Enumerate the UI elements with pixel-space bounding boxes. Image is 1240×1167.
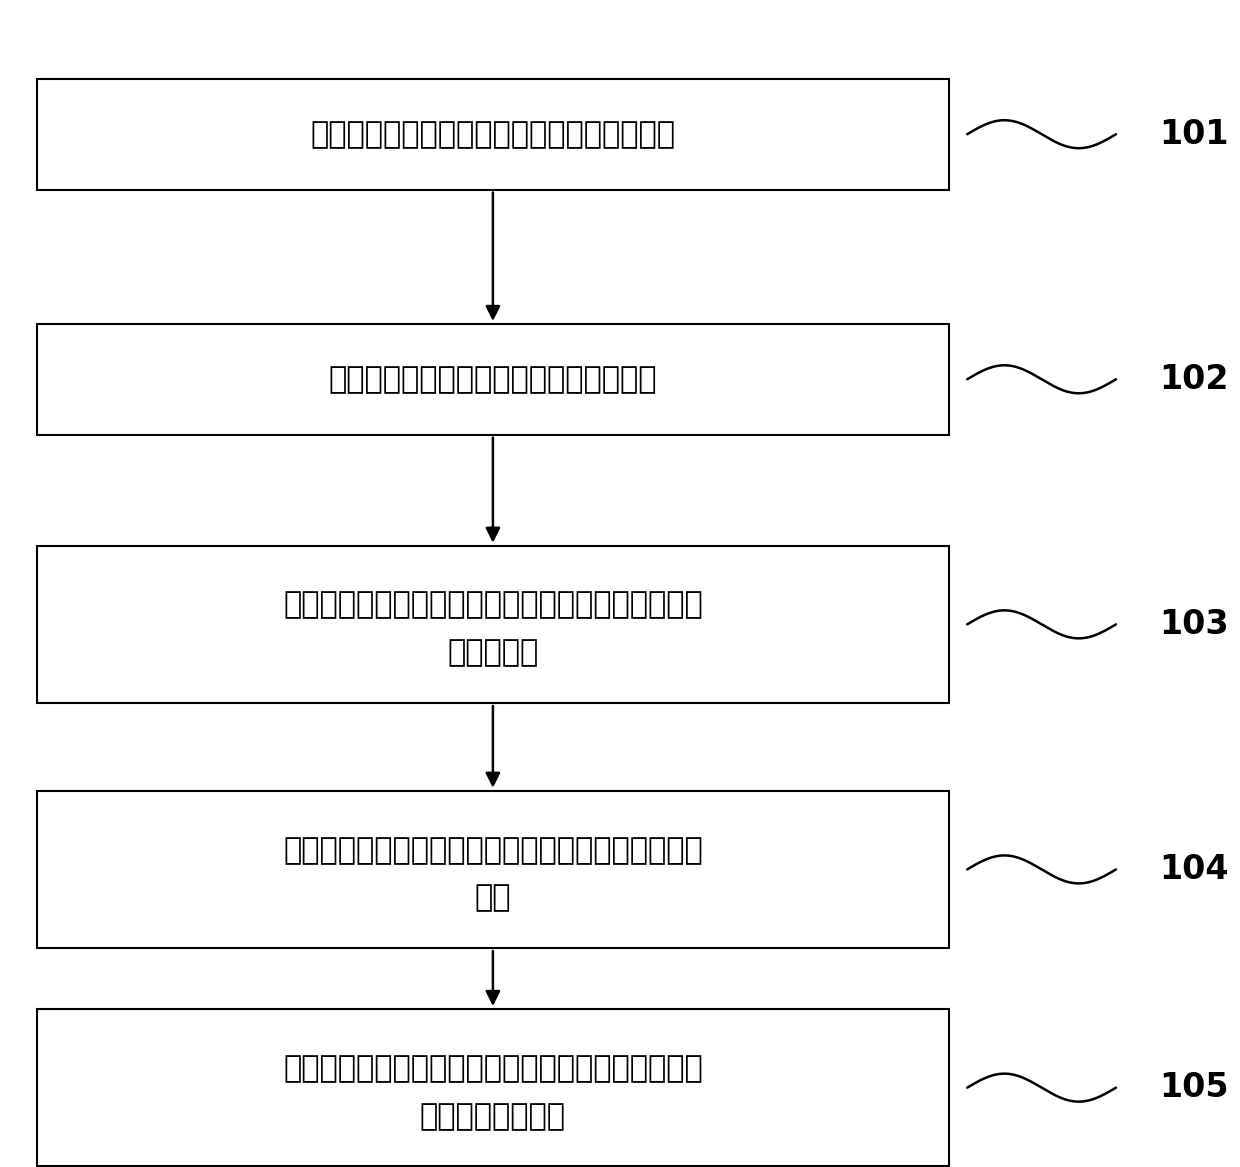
Bar — [37, 545, 949, 703]
Text: 工作流引擎接收所述结构化索引数据，存储所述结构: 工作流引擎接收所述结构化索引数据，存储所述结构 — [283, 591, 703, 620]
Text: 根据不同业务设置所述业务对应的工作流模板: 根据不同业务设置所述业务对应的工作流模板 — [310, 120, 676, 148]
Text: 102: 102 — [1159, 363, 1229, 396]
Bar — [37, 1008, 949, 1167]
Text: 板执行业务工作流: 板执行业务工作流 — [420, 1102, 565, 1131]
Text: 业务侧根据业务数据生成结构化索引数据: 业务侧根据业务数据生成结构化索引数据 — [329, 365, 657, 393]
Text: 所述工作流引擎根据所述结构索引数据读取所述业务: 所述工作流引擎根据所述结构索引数据读取所述业务 — [283, 836, 703, 865]
Text: 所述工作流引擎根据所述业务数据以及所述工作流模: 所述工作流引擎根据所述业务数据以及所述工作流模 — [283, 1054, 703, 1083]
Bar — [37, 79, 949, 189]
Text: 数据: 数据 — [475, 883, 511, 913]
Text: 105: 105 — [1159, 1071, 1229, 1104]
Text: 103: 103 — [1159, 608, 1229, 641]
Bar — [37, 791, 949, 948]
Text: 101: 101 — [1159, 118, 1229, 151]
Text: 化索引数据: 化索引数据 — [448, 638, 538, 668]
Bar — [37, 323, 949, 434]
Text: 104: 104 — [1159, 853, 1229, 886]
